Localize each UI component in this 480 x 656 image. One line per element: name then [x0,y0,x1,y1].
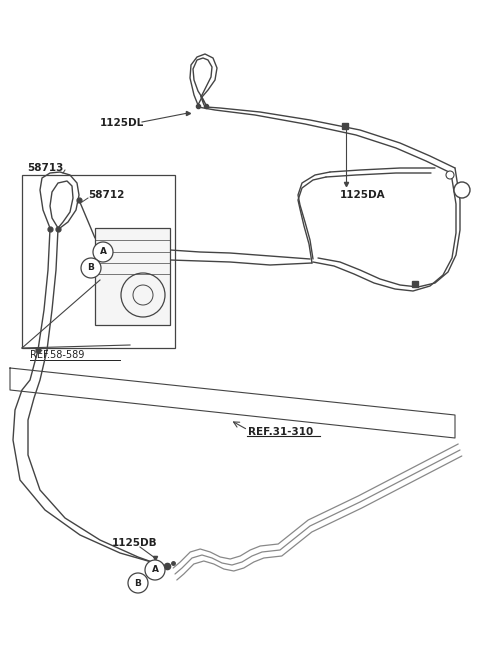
Text: 58713: 58713 [27,163,63,173]
Text: B: B [87,264,95,272]
Text: 1125DB: 1125DB [112,538,157,548]
Text: 58712: 58712 [88,190,124,200]
Circle shape [128,573,148,593]
Circle shape [93,242,113,262]
Text: A: A [152,565,158,575]
Circle shape [81,258,101,278]
Bar [95,228,170,325]
Circle shape [145,560,165,580]
Circle shape [446,171,454,179]
Text: REF.58-589: REF.58-589 [30,350,84,360]
Circle shape [121,273,165,317]
Text: B: B [134,579,142,588]
Text: 1125DA: 1125DA [340,190,385,200]
Text: REF.31-310: REF.31-310 [248,427,313,437]
Circle shape [454,182,470,198]
Text: 1125DL: 1125DL [100,118,144,128]
Bar [22,175,175,348]
Text: A: A [99,247,107,256]
Circle shape [133,285,153,305]
